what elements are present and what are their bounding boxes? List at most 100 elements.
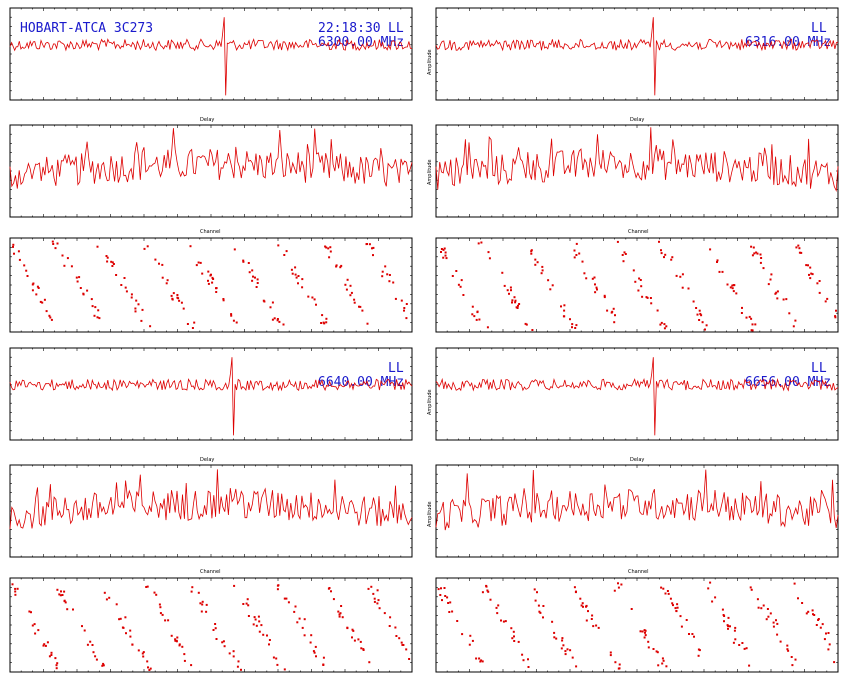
panel1-phase-point bbox=[186, 323, 189, 325]
panel4-phase-point bbox=[833, 661, 836, 664]
panel3-phase-point bbox=[338, 613, 341, 616]
panel1-phase-point bbox=[51, 240, 54, 243]
panel3-phase-point bbox=[237, 660, 240, 663]
panel4-phase-point bbox=[561, 637, 564, 640]
panel2-phase-point bbox=[769, 278, 772, 281]
panel4-phase-point bbox=[597, 626, 600, 629]
panel4-phase-point bbox=[748, 664, 751, 667]
panel3-phase-point bbox=[141, 652, 144, 655]
panel4-phase-point bbox=[480, 659, 483, 662]
panel2-phase-point bbox=[444, 254, 447, 257]
panel3-phase-point bbox=[148, 669, 151, 671]
panel4-phase-point bbox=[805, 612, 808, 615]
panel3-phase-point bbox=[146, 660, 149, 663]
panel2-phase-point bbox=[797, 244, 800, 247]
panel2-phase-point bbox=[660, 321, 663, 324]
timestamp: 22:18:30 bbox=[318, 21, 381, 36]
panel4-phase-point bbox=[807, 610, 810, 613]
panel1-phase-point bbox=[263, 300, 266, 303]
panel1-phase-point bbox=[18, 258, 21, 261]
panel3-phase-point bbox=[214, 623, 217, 625]
xlabel-delay-4: Delay bbox=[630, 457, 644, 463]
panel4-phase-point bbox=[738, 644, 741, 646]
panel2-phase-point bbox=[585, 277, 588, 280]
panel3-phase-point bbox=[14, 587, 17, 590]
panel2-phase-point bbox=[549, 288, 552, 291]
panel1-phase-point bbox=[294, 273, 297, 276]
panel1-phase-point bbox=[180, 301, 183, 304]
panel3-phase-point bbox=[376, 602, 379, 605]
panel2-phase-point bbox=[457, 283, 460, 286]
panel3-phase-point bbox=[170, 634, 173, 637]
panel3-phase-point bbox=[346, 626, 349, 629]
panel1-phase-point bbox=[403, 307, 406, 309]
panel4-phase-point bbox=[819, 626, 822, 629]
panel4-phase-point bbox=[512, 630, 515, 633]
panel2-phase-point bbox=[709, 248, 712, 251]
panel1-phase-point bbox=[98, 317, 101, 320]
panel1-phase-point bbox=[76, 280, 79, 283]
panel4-phase-point bbox=[468, 643, 471, 646]
panel3-phase-point bbox=[30, 611, 32, 614]
panel1-phase-point bbox=[48, 314, 51, 317]
panel2-phase-point bbox=[795, 246, 798, 249]
panel4-phase-point bbox=[647, 640, 650, 643]
panel4-phase-point bbox=[745, 647, 748, 650]
panel1-phase-point bbox=[392, 281, 395, 284]
panel2-phase-point bbox=[665, 325, 668, 328]
panel2-phase-point bbox=[808, 273, 810, 276]
panel4-phase-point bbox=[486, 589, 489, 592]
panel3-phase-point bbox=[315, 655, 317, 658]
panel2-phase-point bbox=[641, 295, 644, 298]
panel3-phase-point bbox=[258, 630, 261, 633]
panel4-phase-point bbox=[794, 658, 797, 661]
panel1-phase-point bbox=[325, 321, 328, 324]
panel2-phase-point bbox=[478, 318, 481, 321]
panel3-phase-point bbox=[64, 601, 67, 604]
panel2-phase-point bbox=[754, 323, 757, 326]
panel4-phase-point bbox=[714, 596, 717, 599]
panel3-phase-point bbox=[33, 623, 36, 626]
panel4-phase-point bbox=[765, 618, 768, 621]
panel3-phase-point bbox=[37, 629, 40, 632]
panel3-phase-point bbox=[233, 584, 236, 587]
panel4-phase-point bbox=[449, 601, 452, 604]
ylabel-amplitude-2: Amplitude bbox=[427, 49, 433, 75]
panel1-phase-point bbox=[294, 266, 297, 269]
panel3-phase-point bbox=[368, 661, 371, 664]
panel2-phase-point bbox=[623, 251, 626, 254]
panel1-phase-point bbox=[106, 256, 109, 259]
panel4-phase-point bbox=[772, 625, 775, 628]
panel4-phase-point bbox=[811, 609, 814, 612]
panel4-phase-point bbox=[555, 637, 558, 640]
panel4-phase-point bbox=[620, 583, 623, 586]
panel4-phase-point bbox=[812, 613, 814, 616]
panel4-phase-point bbox=[562, 644, 565, 647]
panel4-phase-point bbox=[496, 612, 499, 615]
panel3-phase-point bbox=[55, 667, 58, 670]
panel3-phase-point bbox=[72, 608, 74, 611]
panel2-phase-point bbox=[663, 256, 665, 259]
panel3-phase-point bbox=[322, 656, 325, 659]
panel2-phase-point bbox=[716, 261, 718, 263]
panel3-phase-point bbox=[42, 644, 45, 647]
panel3-phase-point bbox=[83, 629, 86, 632]
panel2-phase-point bbox=[624, 253, 627, 255]
panel2-phase-point bbox=[547, 279, 550, 282]
panel4-phase-point bbox=[732, 641, 735, 644]
panel4-phase-point bbox=[723, 615, 726, 617]
panel2-phase-point bbox=[745, 316, 748, 319]
panel1-phase-point bbox=[56, 242, 59, 245]
panel4-phase-point bbox=[521, 653, 524, 656]
panel1-phase-point bbox=[125, 290, 128, 293]
panel2-phase-point bbox=[731, 284, 734, 287]
panel3-phase-point bbox=[359, 640, 362, 643]
panel2-phase-point bbox=[534, 258, 537, 261]
panel1-phase-point bbox=[394, 297, 397, 300]
panel4-phase-point bbox=[662, 587, 665, 590]
panel1-phase-frame bbox=[9, 237, 413, 333]
panel2-phase-point bbox=[759, 253, 762, 256]
panel2-phase-point bbox=[518, 303, 521, 305]
panel2-phase-point bbox=[729, 286, 732, 289]
panel2-phase-frame bbox=[435, 237, 839, 333]
